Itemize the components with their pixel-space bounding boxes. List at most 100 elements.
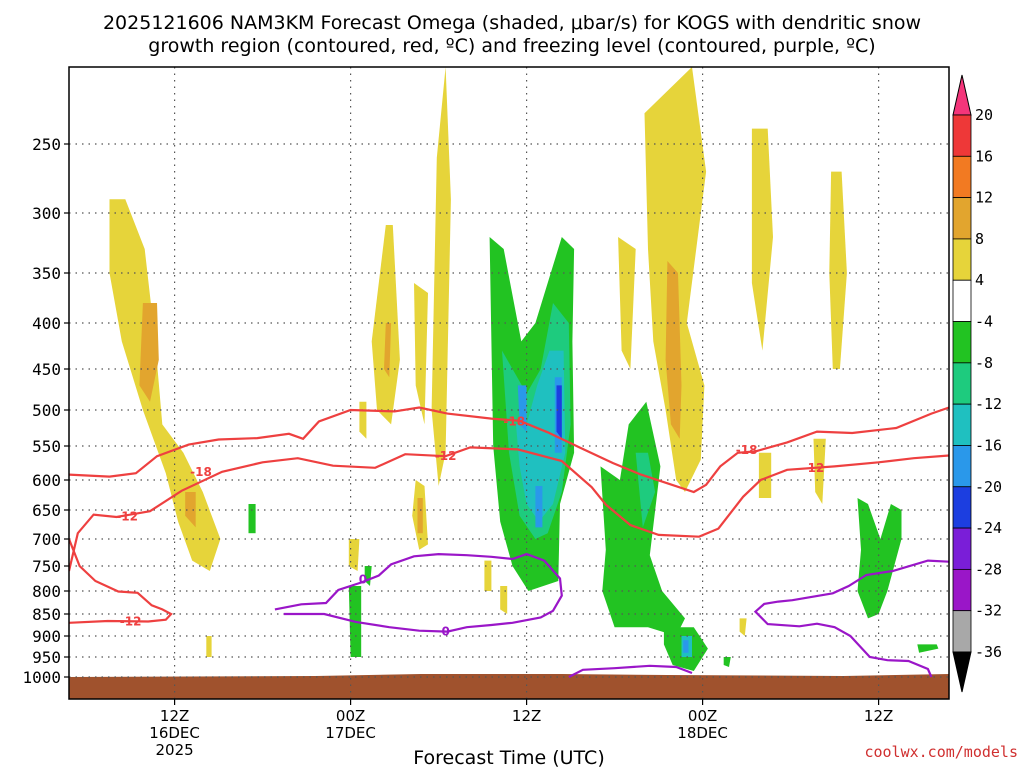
y-tick-label: 350 (32, 264, 61, 283)
y-tick-label: 800 (32, 582, 61, 601)
contour-label-3: 0 (359, 573, 367, 587)
y-tick-label: 1000 (22, 668, 61, 687)
y-tick-label: 650 (32, 501, 61, 520)
y-tick-label: 700 (32, 530, 61, 549)
colorbar-segment (952, 610, 972, 653)
colorbar-label: 8 (975, 230, 984, 248)
omega-region-27 (535, 486, 543, 528)
omega-region-14 (751, 128, 773, 351)
y-tick-label: 500 (32, 401, 61, 420)
colorbar-segment (952, 568, 972, 612)
omega-region-0 (109, 199, 221, 571)
colorbar-segment (952, 155, 972, 199)
x-tick-label: 12Z (864, 707, 893, 725)
y-tick-label: 900 (32, 627, 61, 646)
contour-label-1: -12 (116, 509, 138, 523)
colorbar-segment (952, 527, 972, 570)
omega-region-18 (206, 636, 212, 657)
colorbar-segment (952, 362, 972, 405)
x-tick-label: 18DEC (677, 724, 728, 742)
contour-line-4 (568, 664, 693, 678)
omega-region-6 (431, 67, 451, 486)
omega-region-28 (556, 385, 562, 439)
omega-region-11 (618, 237, 636, 369)
colorbar-label: 12 (975, 189, 993, 207)
omega-region-21 (500, 586, 508, 614)
omega-region-4 (384, 323, 392, 378)
chart-title-line2: growth region (contoured, red, ºC) and f… (148, 35, 875, 57)
omega-region-34 (857, 498, 902, 619)
contour-label-18-right: -18 (736, 443, 758, 457)
contour-label-freezing-2: 0 (441, 625, 449, 639)
contour-line-3 (274, 552, 563, 633)
x-tick-label: 17DEC (325, 724, 376, 742)
colorbar-top-triangle (952, 74, 972, 116)
colorbar-label: -24 (975, 519, 1002, 537)
contour-label-0: -18 (190, 465, 212, 479)
omega-region-2 (185, 492, 196, 528)
colorbar-label: 4 (975, 271, 984, 289)
omega-region-5 (414, 283, 428, 425)
y-tick-label: 250 (32, 135, 61, 154)
contour-label-12-mid: -12 (435, 449, 457, 463)
y-tick-label: 300 (32, 204, 61, 223)
contour-label-2: -12 (120, 614, 142, 628)
colorbar-label: -16 (975, 436, 1002, 454)
colorbar-label: 16 (975, 147, 993, 165)
colorbar-segment (952, 445, 972, 488)
omega-region-9 (359, 401, 367, 439)
colorbar-segment (952, 197, 972, 240)
colorbar-label: -32 (975, 602, 1002, 620)
colorbar-segment (952, 238, 972, 281)
colorbar-segment (952, 321, 972, 364)
y-tick-label: 850 (32, 605, 61, 624)
colorbar-label: -28 (975, 560, 1002, 578)
colorbar-segment (952, 279, 972, 322)
contour-label-18-mid: -18 (503, 415, 525, 429)
colorbar-label: 20 (975, 106, 993, 124)
omega-region-17 (813, 438, 826, 504)
omega-region-1 (139, 303, 159, 402)
x-tick-label: 16DEC (149, 724, 200, 742)
contour-line-1 (69, 446, 949, 572)
y-axis: 250 300 350 400 450 500 550 600 650 700 750 800 850 9… (22, 135, 69, 687)
colorbar: 20 16 12 8 4 -4 -8 -12 -16 -20 -24 -28 -32 -36 (952, 74, 1002, 693)
x-tick-label: 12Z (160, 707, 189, 725)
contour-line-0 (69, 406, 949, 494)
omega-region-19 (739, 618, 747, 636)
omega-region-16 (758, 452, 772, 498)
contour-line-2 (69, 538, 173, 624)
colorbar-label: -20 (975, 478, 1002, 496)
omega-region-38 (917, 644, 939, 653)
omega-region-8 (417, 498, 423, 534)
contour-label-12-right: -12 (803, 461, 825, 475)
omega-region-24 (516, 350, 566, 522)
credit-text[interactable]: coolwx.com/models (864, 743, 1018, 761)
omega-region-36 (248, 504, 256, 534)
terrain-ground (69, 674, 949, 699)
colorbar-label: -8 (975, 354, 993, 372)
y-tick-label: 750 (32, 557, 61, 576)
plot-area: -18 -12 -12 0 0 -18 -18 -12 -12 (69, 67, 949, 699)
y-tick-label: 400 (32, 314, 61, 333)
x-tick-label: 12Z (512, 707, 541, 725)
colorbar-segment (952, 403, 972, 446)
omega-region-39 (723, 657, 731, 667)
colorbar-segment (952, 486, 972, 529)
omega-region-20 (484, 560, 492, 591)
omega-region-10 (348, 539, 360, 571)
chart-title-line1: 2025121606 NAM3KM Forecast Omega (shaded… (103, 12, 921, 34)
y-tick-label: 600 (32, 471, 61, 490)
colorbar-segment (952, 114, 972, 157)
omega-region-15 (829, 171, 847, 369)
omega-region-33 (683, 640, 689, 653)
x-axis-label: Forecast Time (UTC) (413, 747, 604, 768)
y-tick-label: 950 (32, 648, 61, 667)
omega-region-30 (635, 452, 656, 528)
x-tick-label: 2025 (156, 741, 194, 759)
y-tick-label: 550 (32, 437, 61, 456)
contour-line-5 (753, 559, 949, 678)
colorbar-bottom-triangle (952, 651, 972, 693)
